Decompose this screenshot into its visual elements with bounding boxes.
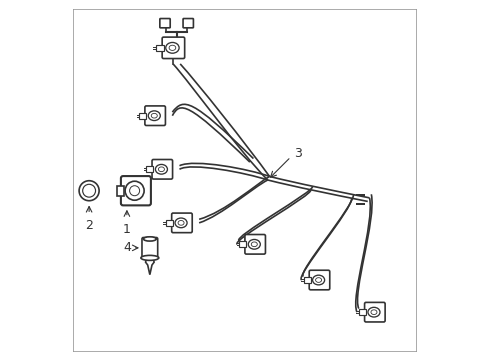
FancyBboxPatch shape bbox=[183, 18, 193, 28]
Bar bbox=[303, 277, 310, 283]
Ellipse shape bbox=[315, 278, 321, 282]
FancyBboxPatch shape bbox=[171, 213, 192, 233]
Text: 3: 3 bbox=[294, 147, 302, 160]
Text: 2: 2 bbox=[85, 219, 93, 232]
FancyBboxPatch shape bbox=[162, 37, 184, 59]
Bar bbox=[239, 242, 246, 247]
FancyBboxPatch shape bbox=[152, 159, 172, 179]
Bar bbox=[139, 113, 146, 118]
FancyBboxPatch shape bbox=[160, 18, 170, 28]
FancyBboxPatch shape bbox=[244, 234, 265, 254]
FancyBboxPatch shape bbox=[117, 185, 123, 196]
FancyBboxPatch shape bbox=[121, 176, 151, 205]
Text: 4: 4 bbox=[123, 241, 131, 255]
Ellipse shape bbox=[158, 167, 164, 172]
Ellipse shape bbox=[367, 307, 379, 317]
Bar bbox=[358, 309, 365, 315]
Polygon shape bbox=[145, 257, 154, 275]
Circle shape bbox=[129, 186, 140, 196]
Ellipse shape bbox=[141, 255, 159, 260]
FancyBboxPatch shape bbox=[144, 106, 165, 126]
Circle shape bbox=[82, 184, 95, 197]
Bar bbox=[155, 45, 163, 51]
FancyBboxPatch shape bbox=[142, 238, 157, 258]
Bar bbox=[166, 220, 173, 226]
Ellipse shape bbox=[148, 111, 160, 121]
FancyBboxPatch shape bbox=[364, 302, 385, 322]
Text: 1: 1 bbox=[122, 223, 131, 236]
Ellipse shape bbox=[143, 237, 156, 241]
Bar bbox=[146, 166, 153, 172]
Ellipse shape bbox=[248, 239, 260, 249]
Ellipse shape bbox=[151, 113, 157, 118]
Ellipse shape bbox=[312, 275, 324, 285]
Ellipse shape bbox=[175, 218, 187, 228]
Ellipse shape bbox=[155, 165, 167, 174]
Ellipse shape bbox=[169, 45, 175, 50]
Ellipse shape bbox=[370, 310, 376, 315]
Ellipse shape bbox=[251, 242, 257, 247]
Circle shape bbox=[125, 181, 144, 200]
Circle shape bbox=[79, 181, 99, 201]
FancyBboxPatch shape bbox=[308, 270, 329, 290]
Ellipse shape bbox=[178, 221, 183, 225]
Ellipse shape bbox=[165, 42, 179, 53]
